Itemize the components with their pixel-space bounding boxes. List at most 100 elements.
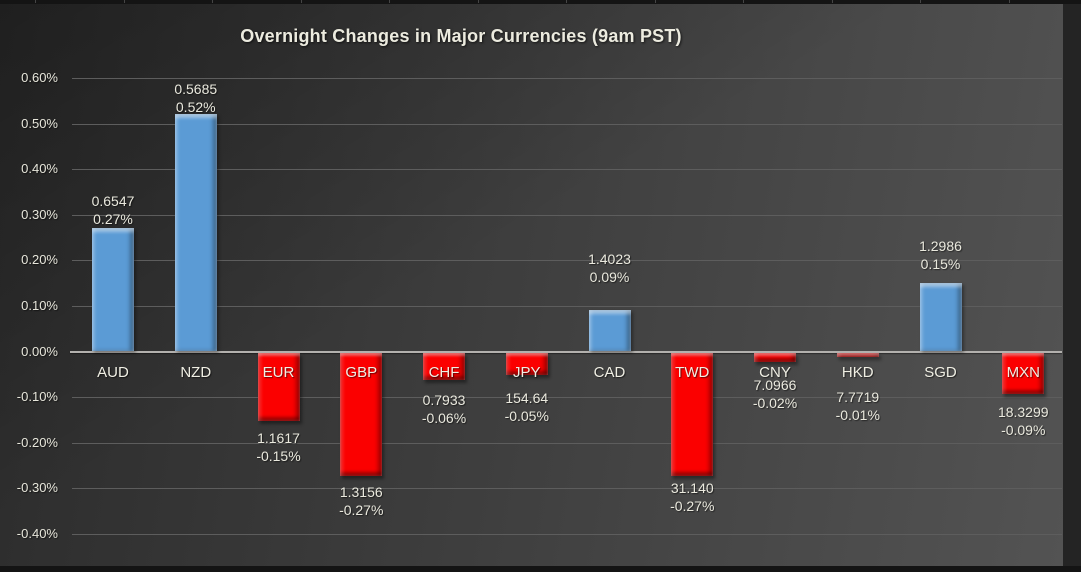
- bar-gbp[interactable]: [340, 352, 383, 476]
- value-label: 1.1617 -0.15%: [237, 429, 321, 465]
- category-label: TWD: [675, 364, 710, 381]
- y-axis-tick-label: 0.00%: [21, 343, 58, 359]
- category-label: CNY: [759, 364, 791, 381]
- gridline: [72, 123, 1062, 125]
- gridline: [72, 214, 1062, 216]
- category-label: HKD: [841, 364, 874, 381]
- bar-hkd[interactable]: [836, 352, 879, 358]
- bar-twd[interactable]: [671, 352, 714, 476]
- bar-mxn[interactable]: [1002, 352, 1045, 394]
- category-label: EUR: [262, 364, 295, 381]
- value-label: 0.6547 0.27%: [71, 192, 155, 228]
- value-label: 1.3156 -0.27%: [319, 483, 403, 519]
- percent-change-value: 0.52%: [175, 99, 216, 115]
- y-axis-tick-label: -0.20%: [16, 434, 58, 450]
- category-label: CHF: [428, 364, 460, 381]
- percent-change-value: -0.02%: [752, 395, 798, 411]
- bar-sgd[interactable]: [919, 283, 962, 352]
- rate-value: 1.1617: [257, 430, 300, 446]
- percent-change-value: -0.05%: [504, 408, 549, 424]
- y-axis-tick-label: 0.50%: [21, 115, 58, 131]
- spreadsheet-edge-bottom: [0, 566, 1081, 572]
- value-label: 0.5685 0.52%: [154, 80, 238, 116]
- percent-change-value: -0.27%: [670, 498, 715, 514]
- chart-title: Overnight Changes in Major Currencies (9…: [240, 26, 682, 46]
- y-axis-tick-label: 0.10%: [21, 297, 58, 313]
- category-label: AUD: [97, 364, 129, 381]
- rate-value: 154.64: [505, 390, 549, 406]
- rate-value: 7.0966: [753, 377, 797, 393]
- value-label: 31.140 -0.27%: [650, 479, 734, 515]
- category-label: GBP: [345, 364, 378, 381]
- value-label: 154.64 -0.05%: [485, 389, 569, 425]
- bar-jpy[interactable]: [505, 352, 548, 376]
- y-axis-tick-label: -0.30%: [16, 480, 58, 496]
- percent-change-value: 0.15%: [920, 256, 961, 272]
- bar-cad[interactable]: [588, 310, 631, 352]
- spreadsheet-column-separator: [478, 0, 479, 3]
- gridline: [72, 260, 1062, 262]
- spreadsheet-column-separator: [124, 0, 125, 3]
- category-label: CAD: [593, 364, 626, 381]
- spreadsheet-edge-top: [0, 0, 1081, 4]
- gridline: [72, 397, 1062, 399]
- rate-value: 31.140: [670, 480, 714, 496]
- y-axis-tick-label: 0.20%: [21, 252, 58, 268]
- gridline: [72, 305, 1062, 307]
- value-label: 18.3299 -0.09%: [981, 403, 1065, 439]
- gridline: [72, 77, 1062, 79]
- rate-value: 18.3299: [997, 404, 1049, 420]
- y-axis-tick-label: 0.60%: [21, 69, 58, 85]
- spreadsheet-column-separator: [832, 0, 833, 3]
- rate-value: 7.7719: [836, 389, 880, 405]
- percent-change-value: -0.27%: [339, 502, 384, 518]
- category-label: SGD: [924, 364, 957, 381]
- spreadsheet-column-separator: [920, 0, 921, 3]
- spreadsheet-column-separator: [1009, 0, 1010, 3]
- category-label: JPY: [512, 364, 541, 381]
- zero-axis-line: [70, 350, 1062, 353]
- spreadsheet-column-separator: [566, 0, 567, 3]
- y-axis-tick-label: 0.40%: [21, 161, 58, 177]
- gridline: [72, 488, 1062, 490]
- rate-value: 1.2986: [919, 238, 962, 254]
- value-label: 7.7719 -0.01%: [816, 388, 900, 424]
- bar-cny[interactable]: [754, 352, 796, 362]
- bar-nzd[interactable]: [174, 114, 217, 352]
- rate-value: 0.7933: [422, 392, 466, 408]
- spreadsheet-column-separator: [389, 0, 390, 3]
- rate-value: 0.5685: [174, 81, 218, 97]
- spreadsheet-column-separator: [35, 0, 36, 3]
- rate-value: 1.4023: [588, 251, 631, 267]
- percent-change-value: -0.06%: [421, 410, 467, 426]
- value-label: 7.0966 -0.02%: [733, 376, 817, 412]
- spreadsheet-edge-right: [1063, 4, 1081, 566]
- spreadsheet-column-separator: [212, 0, 213, 3]
- bar-aud[interactable]: [92, 228, 134, 352]
- category-label: NZD: [180, 364, 212, 381]
- y-axis-tick-label: -0.40%: [16, 525, 58, 541]
- percent-change-value: -0.09%: [1001, 422, 1046, 438]
- bar-chf[interactable]: [423, 352, 465, 380]
- spreadsheet-column-separator: [655, 0, 656, 3]
- percent-change-value: -0.01%: [835, 407, 880, 423]
- value-label: 1.4023 0.09%: [568, 250, 652, 286]
- currency-bar-chart: Overnight Changes in Major Currencies (9…: [0, 4, 1063, 566]
- percent-change-value: 0.09%: [589, 269, 630, 285]
- gridline: [72, 533, 1062, 535]
- value-label: 0.7933 -0.06%: [402, 391, 486, 427]
- spreadsheet-column-separator: [743, 0, 744, 3]
- spreadsheet-column-separator: [301, 0, 302, 3]
- gridline: [72, 442, 1062, 444]
- rate-value: 0.6547: [91, 193, 135, 209]
- gridline: [72, 169, 1062, 171]
- percent-change-value: 0.27%: [93, 211, 133, 227]
- value-label: 1.2986 0.15%: [899, 237, 983, 273]
- category-label: MXN: [1006, 364, 1040, 381]
- y-axis-tick-label: 0.30%: [21, 206, 58, 222]
- bar-eur[interactable]: [257, 352, 300, 421]
- rate-value: 1.3156: [339, 484, 383, 500]
- y-axis-tick-label: -0.10%: [16, 389, 58, 405]
- percent-change-value: -0.15%: [256, 448, 301, 464]
